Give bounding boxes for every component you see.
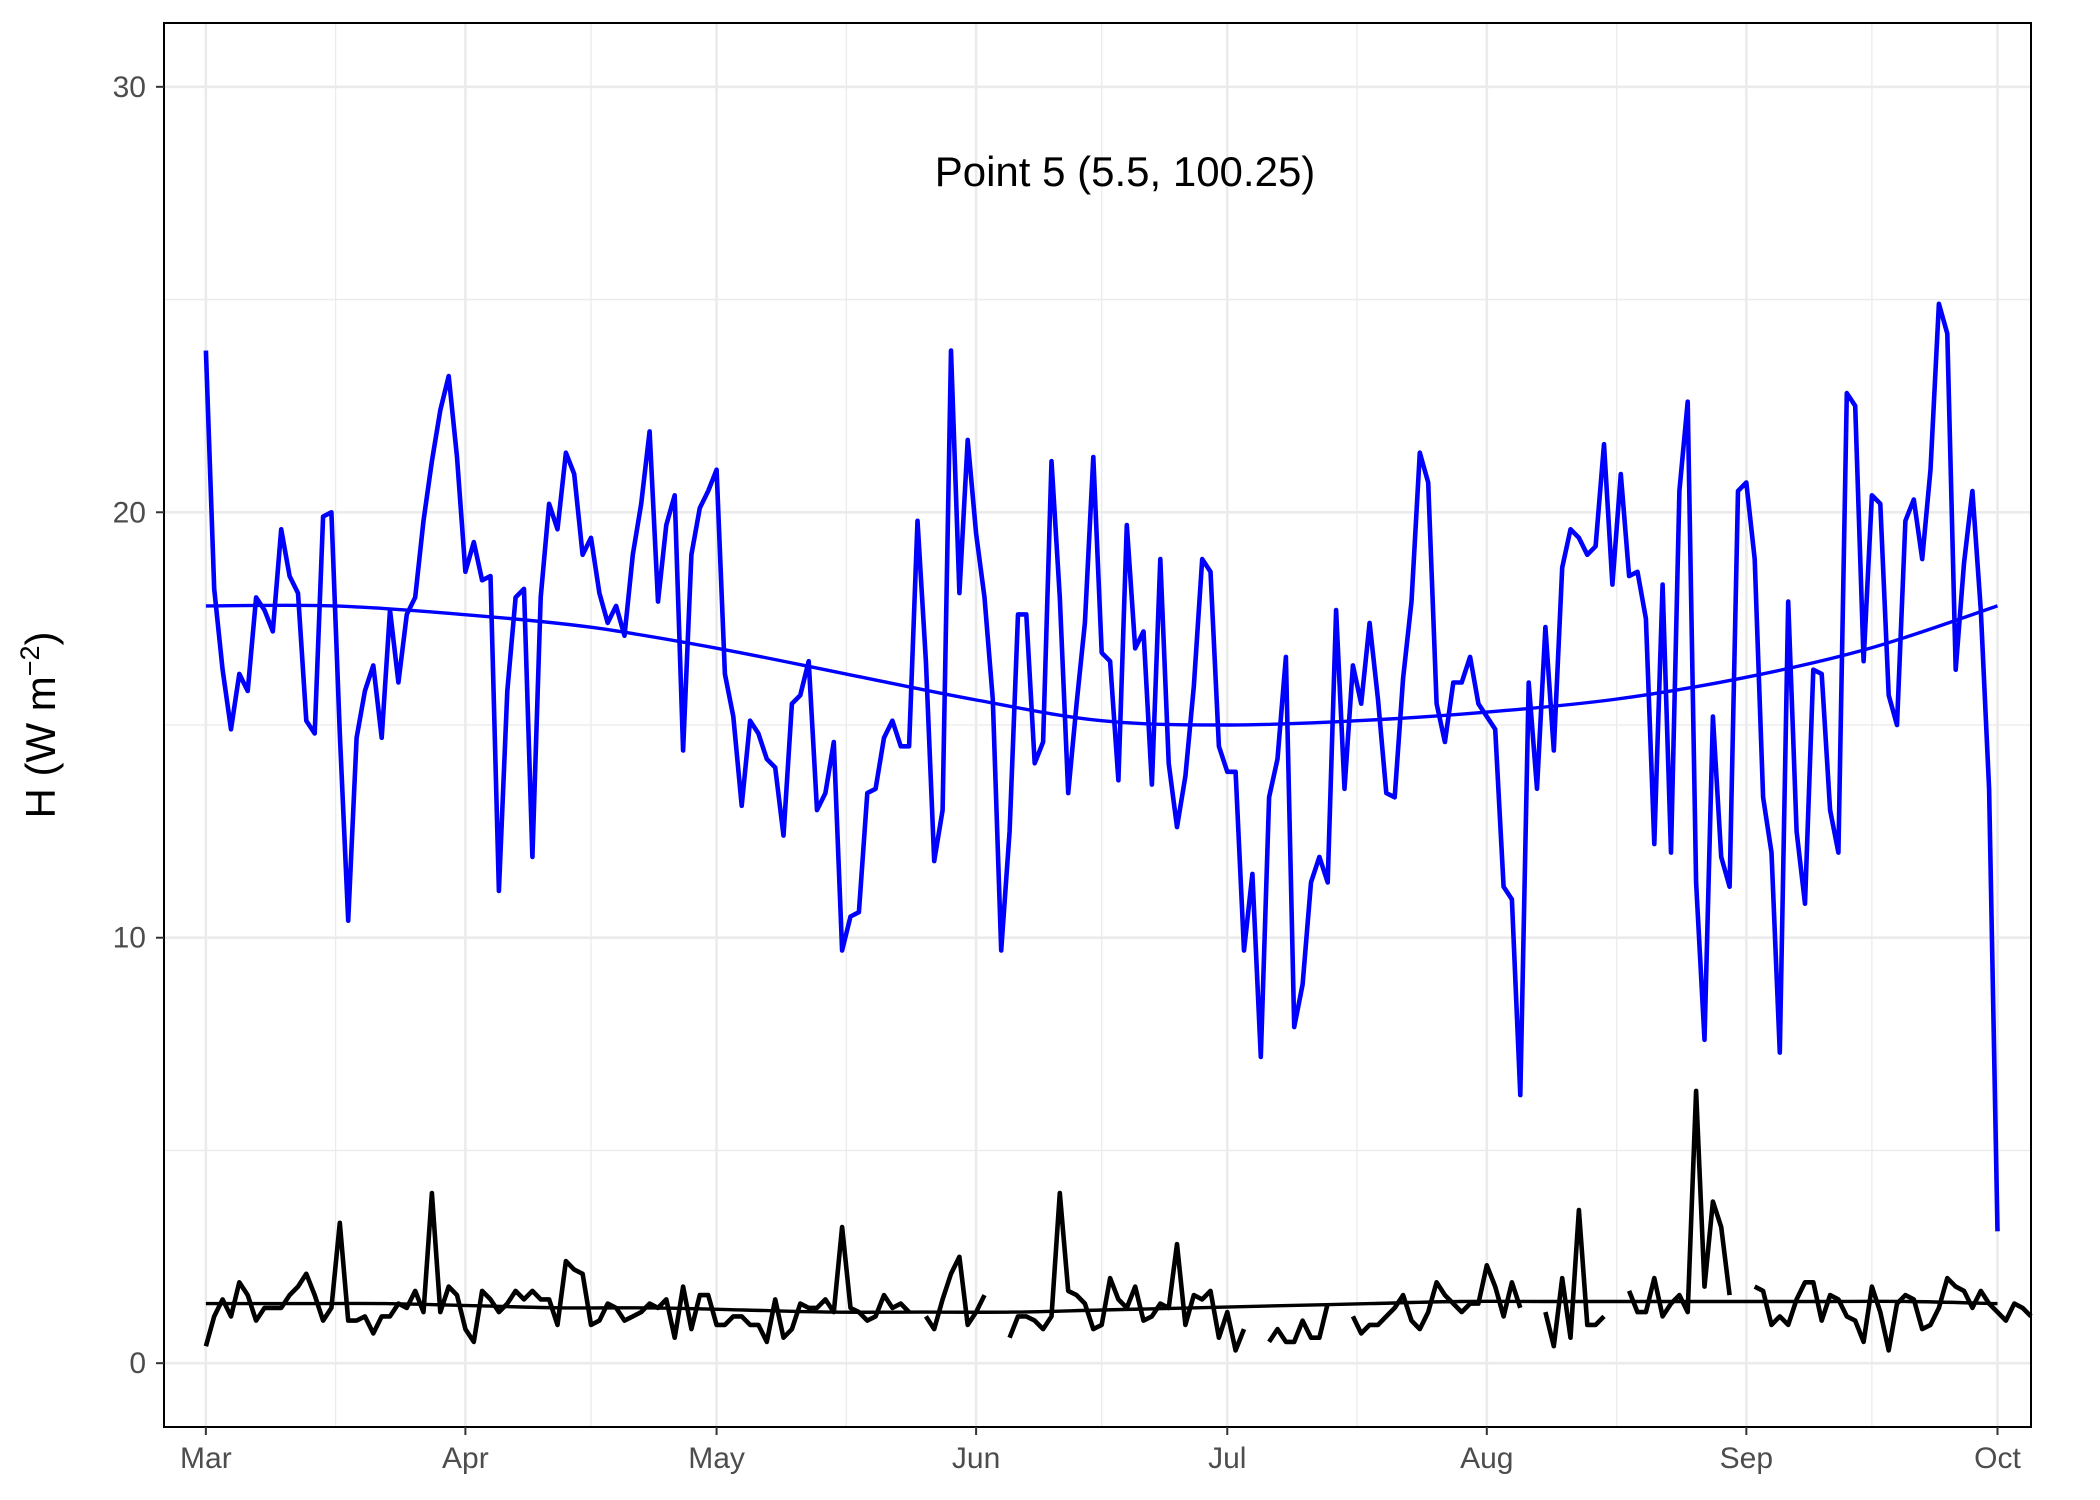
grid xyxy=(164,23,2031,1427)
x-tick-label: Jul xyxy=(1208,1442,1246,1475)
x-tick-label: May xyxy=(688,1442,745,1475)
x-tick-label: Sep xyxy=(1720,1442,1773,1475)
y-axis-label-base: H (W m xyxy=(17,676,64,818)
x-tick-label: Aug xyxy=(1460,1442,1513,1475)
x-tick-label: Oct xyxy=(1974,1442,2021,1475)
series-layer xyxy=(203,301,2033,1353)
series-line-2-segment-3 xyxy=(1267,1303,1330,1345)
y-axis-ticks: 0 10 20 30 xyxy=(113,71,164,1380)
series-line-2-segment-0 xyxy=(203,1190,911,1347)
y-tick-label: 30 xyxy=(113,71,146,104)
panel-border xyxy=(163,22,2032,1428)
chart-title: Point 5 (5.5, 100.25) xyxy=(935,148,1316,195)
series-line-2-segment-4 xyxy=(1350,1263,1523,1336)
series-line-0-segment-0 xyxy=(203,301,2000,1232)
y-axis-label-exponent: −2 xyxy=(15,645,45,676)
series-line-2-segment-7 xyxy=(1753,1275,2033,1353)
smooth-trend-line-3-segment-0 xyxy=(205,1299,1998,1314)
y-tick-label: 20 xyxy=(113,496,146,529)
series-line-2-segment-6 xyxy=(1626,1088,1732,1319)
series-line-2-segment-5 xyxy=(1543,1207,1606,1349)
x-tick-label: Apr xyxy=(442,1442,489,1475)
y-tick-label: 10 xyxy=(113,922,146,955)
y-tick-label: 0 xyxy=(129,1347,146,1380)
y-axis-label: H (W m−2) xyxy=(15,631,64,818)
x-axis-ticks: Mar Apr May Jun Jul Aug Sep Oct xyxy=(180,1427,2022,1475)
smooth-trend-line-1-segment-0 xyxy=(205,603,1999,727)
x-tick-label: Mar xyxy=(180,1442,232,1475)
series-line-2-segment-1 xyxy=(923,1254,987,1332)
y-axis-label-close: ) xyxy=(17,631,64,645)
x-tick-label: Jun xyxy=(952,1442,1000,1475)
